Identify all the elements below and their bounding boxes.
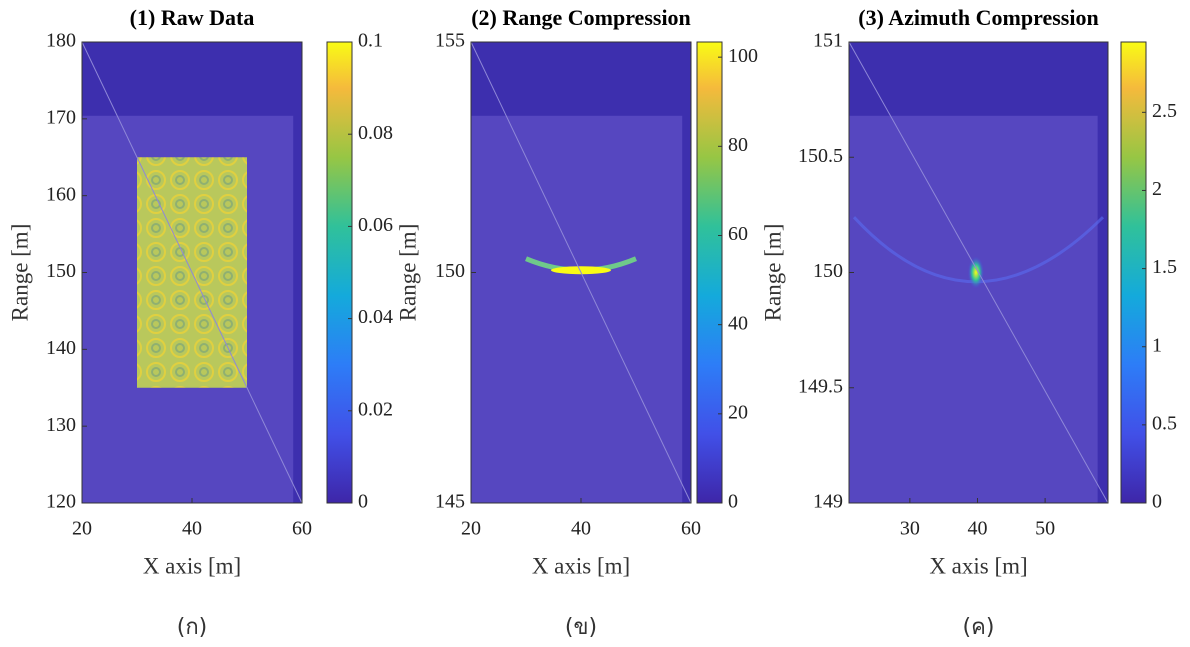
colorbar-tick-label: 0	[358, 491, 368, 513]
y-tick-label: 170	[46, 106, 76, 128]
y-tick-label: 151	[813, 30, 843, 52]
x-axis-label: X axis [m]	[143, 553, 241, 578]
x-tick-label: 20	[72, 518, 92, 540]
colorbar-tick-label: 0	[1152, 491, 1162, 513]
x-axis-label: X axis [m]	[929, 553, 1027, 578]
colorbar-tick-label: 60	[728, 223, 748, 245]
y-tick-label: 140	[46, 337, 76, 359]
x-tick-label: 50	[1035, 518, 1055, 540]
y-tick-label: 150	[46, 260, 76, 282]
colorbar-tick-label: 1.5	[1152, 256, 1177, 278]
compressed-peak	[551, 266, 611, 275]
colorbar-tick-label: 0.02	[358, 398, 393, 420]
chart-title: (1) Raw Data	[130, 5, 255, 30]
x-tick-label: 40	[571, 518, 591, 540]
caption: (ก)	[177, 615, 208, 640]
diagonal-artifact	[470, 41, 692, 504]
focused-target	[967, 256, 984, 289]
x-tick-label: 40	[182, 518, 202, 540]
colorbar-tick-label: 100	[728, 45, 758, 67]
panel: (1) Raw Data X axis [m] Range [m] (ก) 20 40 60…	[7, 5, 393, 640]
y-tick-label: 150	[813, 260, 843, 282]
colorbar-tick-label: 0.04	[358, 306, 393, 328]
x-tick-label: 20	[461, 518, 481, 540]
y-tick-label: 150.5	[798, 145, 843, 167]
y-tick-label: 149	[813, 491, 843, 513]
y-tick-label: 120	[46, 491, 76, 513]
chart-title: (2) Range Compression	[471, 5, 691, 30]
y-axis-label: Range [m]	[7, 224, 32, 322]
colorbar-tick-label: 20	[728, 401, 748, 423]
y-tick-label: 149.5	[798, 375, 843, 397]
colorbar-tick-label: 2.5	[1152, 100, 1177, 122]
x-axis-label: X axis [m]	[532, 553, 630, 578]
panel: (2) Range Compression X axis [m] Range [m]…	[395, 5, 758, 640]
colorbar-tick-label: 80	[728, 134, 748, 156]
y-tick-label: 130	[46, 414, 76, 436]
y-axis-label: Range [m]	[395, 224, 420, 322]
colorbar-tick-label: 40	[728, 312, 748, 334]
diagonal-artifact	[81, 41, 303, 504]
x-tick-label: 30	[900, 518, 920, 540]
image-overlay	[849, 115, 1098, 503]
colorbar-tick-label: 1	[1152, 334, 1162, 356]
x-tick-label: 60	[292, 518, 312, 540]
x-tick-label: 60	[681, 518, 701, 540]
y-tick-label: 145	[435, 491, 465, 513]
colorbar	[326, 41, 353, 504]
y-tick-label: 150	[435, 260, 465, 282]
colorbar-tick-label: 0.06	[358, 214, 393, 236]
y-tick-label: 180	[46, 30, 76, 52]
panel: (3) Azimuth Compression X axis [m] Range […	[760, 5, 1177, 640]
colorbar	[1120, 41, 1147, 504]
colorbar-tick-label: 0.1	[358, 30, 383, 52]
y-tick-label: 160	[46, 183, 76, 205]
y-tick-label: 155	[435, 30, 465, 52]
caption: (ข)	[565, 615, 597, 640]
colorbar-tick-label: 0.08	[358, 122, 393, 144]
diagonal-artifact	[848, 41, 1109, 504]
colorbar-tick-label: 2	[1152, 178, 1162, 200]
colorbar	[696, 41, 723, 504]
y-axis-label: Range [m]	[760, 224, 785, 322]
chart-title: (3) Azimuth Compression	[858, 5, 1098, 30]
x-tick-label: 40	[967, 518, 987, 540]
caption: (ค)	[963, 615, 995, 640]
colorbar-tick-label: 0.5	[1152, 412, 1177, 434]
image-overlay	[471, 115, 683, 503]
colorbar-tick-label: 0	[728, 491, 738, 513]
